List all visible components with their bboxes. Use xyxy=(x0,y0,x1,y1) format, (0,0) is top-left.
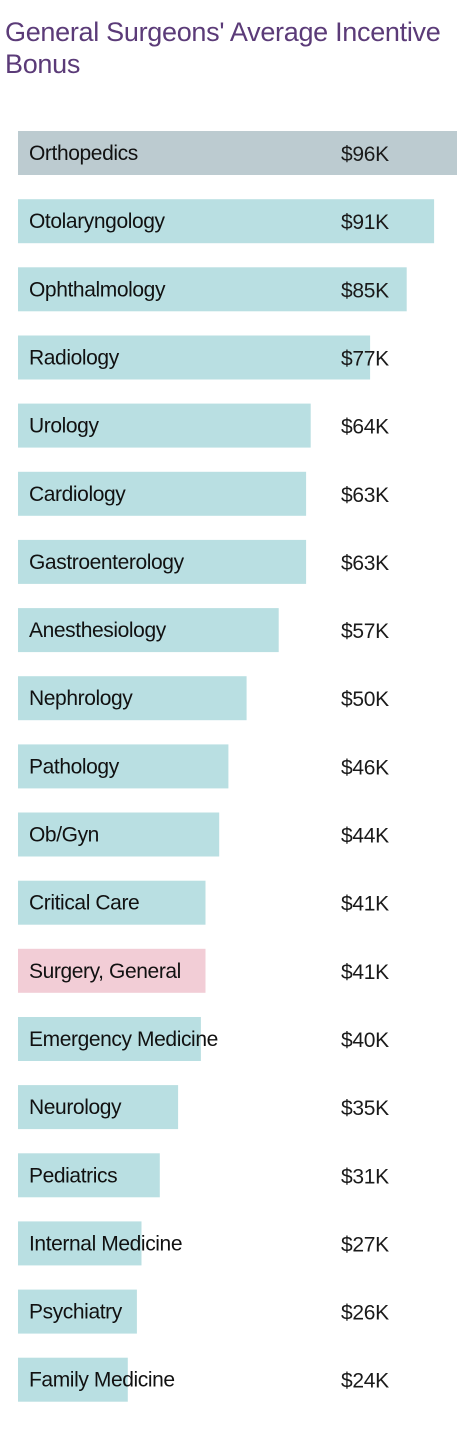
category-label: Anesthesiology xyxy=(29,619,167,642)
value-label: $85K xyxy=(341,279,389,302)
value-label: $31K xyxy=(341,1165,389,1188)
category-label: Orthopedics xyxy=(29,142,138,165)
category-label: Otolaryngology xyxy=(29,210,166,233)
bar-anesthesiology xyxy=(18,608,279,653)
bar-radiology xyxy=(18,335,371,380)
bar-pathology xyxy=(18,744,229,789)
category-label: Cardiology xyxy=(29,483,126,506)
bar-cardiology xyxy=(18,471,307,516)
value-label: $91K xyxy=(341,211,389,234)
bar-emergency-medicine xyxy=(18,1017,201,1061)
category-label: Neurology xyxy=(29,1096,122,1119)
category-label: Pediatrics xyxy=(29,1164,117,1187)
value-label: $63K xyxy=(341,552,389,575)
value-label: $46K xyxy=(341,756,389,779)
bar-otolaryngology xyxy=(18,199,435,244)
chart-title: General Surgeons' Average Incentive Bonu… xyxy=(5,17,441,79)
bar-neurology xyxy=(18,1085,179,1130)
category-label: Gastroenterology xyxy=(29,551,185,574)
value-label: $63K xyxy=(341,484,389,507)
value-label: $64K xyxy=(341,416,389,439)
value-label: $26K xyxy=(341,1302,389,1325)
value-label: $50K xyxy=(341,688,389,711)
bar-psychiatry xyxy=(18,1289,137,1334)
category-label: Family Medicine xyxy=(29,1369,175,1392)
category-label: Nephrology xyxy=(29,687,133,710)
category-label: Ophthalmology xyxy=(29,278,166,301)
value-label: $96K xyxy=(341,143,389,166)
bar-nephrology xyxy=(18,676,247,721)
bar-family-medicine xyxy=(18,1357,128,1402)
bar-urology xyxy=(18,403,311,448)
bar-critical-care xyxy=(18,880,206,925)
value-label: $27K xyxy=(341,1233,389,1256)
bar-internal-medicine xyxy=(18,1221,142,1266)
category-label: Urology xyxy=(29,415,99,438)
value-label: $24K xyxy=(341,1370,389,1393)
category-label: Emergency Medicine xyxy=(29,1028,218,1051)
category-label: Psychiatry xyxy=(29,1301,123,1324)
value-label: $41K xyxy=(341,893,389,916)
category-label: Radiology xyxy=(29,347,120,370)
value-label: $40K xyxy=(341,1029,389,1052)
value-label: $41K xyxy=(341,961,389,984)
category-label: Critical Care xyxy=(29,892,139,915)
value-label: $77K xyxy=(341,348,389,371)
bar-pediatrics xyxy=(18,1153,160,1198)
bar-gastroenterology xyxy=(18,539,307,584)
category-label: Ob/Gyn xyxy=(29,824,99,847)
category-label: Pathology xyxy=(29,755,120,778)
bar-surgery-general xyxy=(18,948,206,993)
bar-ob-gyn xyxy=(18,812,220,857)
value-label: $35K xyxy=(341,1097,389,1120)
value-label: $44K xyxy=(341,825,389,848)
bar-ophthalmology xyxy=(18,267,407,312)
bar-orthopedics xyxy=(18,131,457,175)
category-label: Surgery, General xyxy=(29,960,181,983)
value-label: $57K xyxy=(341,620,389,643)
category-label: Internal Medicine xyxy=(29,1232,182,1255)
